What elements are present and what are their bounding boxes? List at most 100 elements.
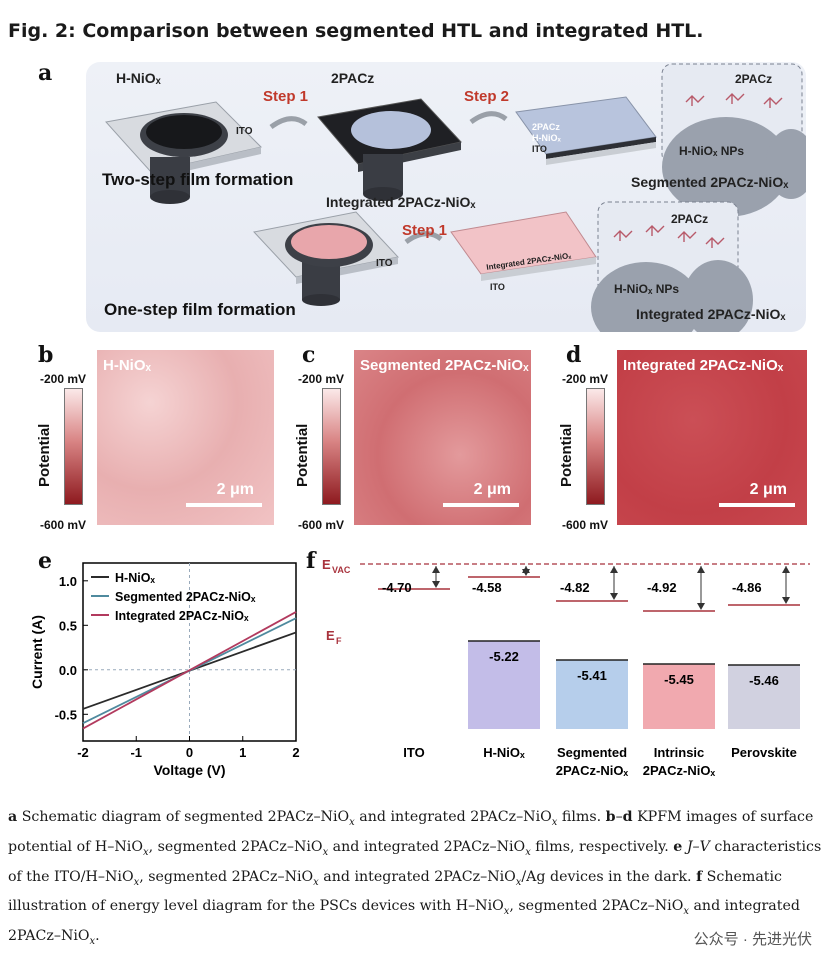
- zoom2-2pacz: 2PACz: [671, 212, 709, 226]
- vb-block-3: [643, 664, 715, 729]
- legend-label-0: H-NiOₓ: [115, 571, 155, 585]
- layer-ito: ITO: [532, 144, 547, 154]
- zoom1-2pacz: 2PACz: [735, 72, 773, 86]
- series-line-2: [82, 611, 297, 730]
- caption-x10: x: [683, 906, 689, 918]
- one-step-label: One-step film formation: [104, 300, 296, 319]
- zoom1-np: H-NiOₓ NPs: [679, 144, 745, 158]
- molecules-top: [685, 93, 783, 108]
- hnio-label: H-NiOₓ: [116, 70, 161, 86]
- caption-e-text2: , segmented 2PACz–NiO: [139, 868, 314, 885]
- figure-title: Fig. 2: Comparison between segmented HTL…: [8, 20, 704, 42]
- caption-x2: x: [551, 816, 558, 828]
- wf-arrowhead-3: [697, 603, 705, 610]
- panel-a-schematic: H-NiOₓ 2PACz Step 1 Step 2 ITO 2PACz H-N…: [86, 62, 806, 332]
- caption-x5: x: [525, 846, 531, 858]
- panel-c-cb-top: -200 mV: [298, 372, 345, 386]
- panel-c-scalebar: [443, 503, 519, 507]
- caption-f-text3: and integrated 2PACz–NiO: [8, 898, 800, 945]
- wf-arrowtail-2: [610, 566, 618, 573]
- panel-d-letter: d: [566, 342, 582, 368]
- panel-c-colorbar: [322, 388, 341, 505]
- ef-sub: F: [336, 636, 342, 646]
- hnio-substrate-graphic: [105, 101, 262, 204]
- wf-arrowtail-1: [522, 566, 530, 573]
- caption-bd-text3: and integrated 2PACz–NiO: [328, 838, 526, 855]
- segmented-caption: Segmented 2PACz-NiOₓ: [631, 174, 789, 190]
- vb-value-2: -5.41: [577, 668, 607, 683]
- panel-a-illustration: [105, 63, 806, 332]
- wf-arrowtail-0: [432, 566, 440, 573]
- panel-b-title: H-NiOₓ: [103, 357, 151, 374]
- x-axis-label: Voltage (V): [153, 762, 225, 778]
- category-label-2-l1: Segmented: [557, 745, 627, 760]
- step2-arrow: [469, 111, 508, 125]
- panel-d-map: Integrated 2PACz-NiOₓ 2 μm: [617, 350, 807, 525]
- caption-x6: x: [133, 876, 140, 888]
- caption-b-bold: b: [605, 809, 616, 825]
- layer-hnio: H-NiOₓ: [532, 133, 561, 143]
- panel-b-cb-top: -200 mV: [40, 372, 87, 386]
- caption-f-bold: f: [696, 868, 703, 885]
- category-label-4: Perovskite: [731, 745, 797, 760]
- category-label-1: H-NiOₓ: [483, 745, 525, 760]
- wf-arrowhead-2: [610, 593, 618, 600]
- panel-c-letter: c: [302, 342, 316, 368]
- ito-label-1: ITO: [236, 126, 253, 137]
- caption-bd-text: KPFM images of surface potential of H–Ni…: [8, 809, 814, 855]
- category-label-3-l2: 2PACz-NiOₓ: [643, 763, 716, 778]
- caption-d-bold: d: [622, 809, 633, 825]
- x-tick-label: -2: [77, 745, 89, 760]
- caption-bd-text2: , segmented 2PACz–NiO: [148, 838, 323, 855]
- panel-e-letter: e: [38, 548, 52, 574]
- caption-f-text2: , segmented 2PACz–NiO: [509, 898, 684, 915]
- zoom2-np: H-NiOₓ NPs: [614, 282, 680, 296]
- caption-x11: x: [89, 936, 96, 948]
- caption-bd-text4: films, respectively.: [530, 838, 674, 855]
- panel-a-letter: a: [38, 60, 53, 86]
- panel-d-title: Integrated 2PACz-NiOₓ: [623, 357, 784, 374]
- caption-e-text4: /Ag devices in the dark.: [521, 868, 697, 885]
- vb-value-1: -5.22: [489, 649, 519, 664]
- y-tick-label: 1.0: [59, 574, 77, 589]
- panel-c-title: Segmented 2PACz-NiOₓ: [360, 357, 529, 374]
- panel-c-texture: [354, 350, 531, 525]
- panel-b-cb-label: Potential: [36, 423, 53, 487]
- x-tick-label: 2: [292, 745, 299, 760]
- integrated-caption: Integrated 2PACz-NiOₓ: [636, 306, 786, 322]
- panel-b-map: H-NiOₓ 2 μm: [97, 350, 274, 525]
- ef-label: E: [326, 628, 335, 643]
- wf-value-4: -4.86: [732, 580, 762, 595]
- panel-c-cb-label: Potential: [294, 423, 311, 487]
- panel-d-scalebar: [719, 503, 795, 507]
- jv-chart: -2 -1 0 1 2 1.0 0.5 0.0 -0.5 Voltage (V) Current (…: [29, 562, 300, 778]
- y-tick-label: 0.0: [59, 663, 77, 678]
- wf-arrowhead-0: [432, 581, 440, 588]
- x-tick-label: -1: [130, 745, 142, 760]
- legend-label-1: Segmented 2PACz-NiOₓ: [115, 590, 256, 604]
- panel-c-scale-text: 2 μm: [473, 481, 511, 498]
- panel-d-scale-text: 2 μm: [749, 481, 787, 498]
- vb-block-1: [468, 641, 540, 729]
- step1-label: Step 1: [263, 88, 309, 105]
- onestep-arrow: [404, 231, 443, 245]
- molecules-bottom: [613, 225, 725, 248]
- wf-value-0: -4.70: [382, 580, 412, 595]
- caption-e-text3: and integrated 2PACz–NiO: [318, 868, 516, 885]
- panel-d-texture: [617, 350, 807, 525]
- caption-a-text3: films.: [557, 809, 606, 825]
- caption-f-text: Schematic illustration of energy level d…: [8, 868, 782, 915]
- wf-arrowtail-4: [782, 566, 790, 573]
- vb-block-4: [728, 665, 800, 729]
- caption-x9: x: [503, 906, 510, 918]
- wf-value-1: -4.58: [472, 580, 502, 595]
- panel-d-colorbar: [586, 388, 605, 505]
- step2-label: Step 2: [464, 88, 510, 105]
- panel-b-cb-bottom: -600 mV: [40, 518, 87, 532]
- watermark: 公众号 · 先进光伏: [693, 931, 812, 948]
- onestep-step-label: Step 1: [402, 222, 448, 239]
- evac-label: E: [322, 557, 331, 572]
- ito-label-2: ITO: [376, 258, 393, 269]
- caption-x8: x: [515, 876, 522, 888]
- panel-b-texture: [97, 350, 274, 525]
